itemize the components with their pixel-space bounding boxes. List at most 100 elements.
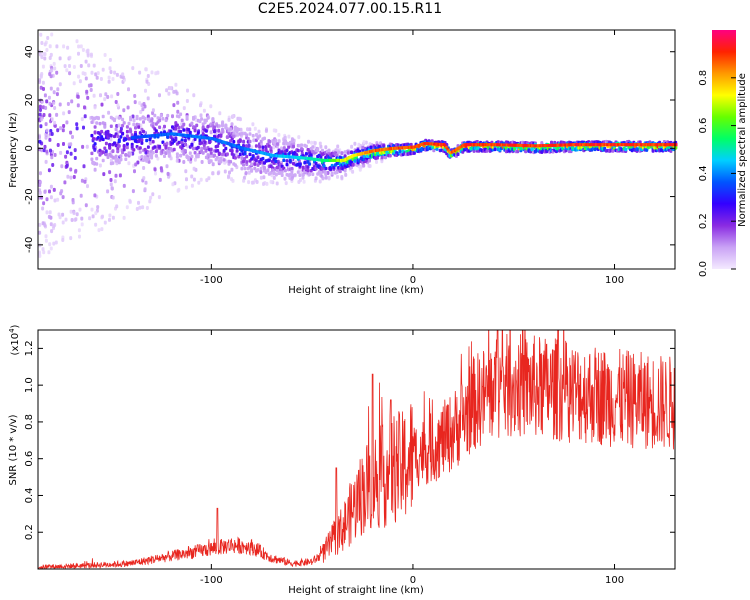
spectrogram-band-cell — [159, 113, 163, 117]
spectrogram-noise-cell — [44, 135, 48, 140]
spectrogram-noise-cell — [52, 187, 56, 192]
spectrogram-band-cell — [117, 144, 121, 148]
spectrogram-noise-cell — [132, 118, 136, 123]
spectrogram-noise-cell — [167, 91, 171, 96]
spectrogram-noise-cell — [68, 55, 72, 60]
spectrogram-band-cell — [275, 142, 279, 146]
spectrogram-band-cell — [101, 150, 105, 154]
spectrogram-band-cell — [292, 161, 295, 166]
spectrogram-noise-cell — [61, 212, 65, 217]
spectrogram-noise-cell — [50, 132, 54, 136]
spectrogram-noise-cell — [44, 159, 48, 164]
spectrogram-noise-cell — [75, 39, 79, 44]
spectrogram-noise-cell — [58, 56, 62, 61]
spectrogram-band-cell — [114, 154, 118, 159]
spectrogram-band-cell — [266, 168, 270, 173]
spectrogram-noise-cell — [128, 199, 132, 204]
spectrogram-band-cell — [121, 132, 125, 136]
spectrogram-noise-cell — [158, 93, 161, 98]
spectrogram-noise-cell — [109, 182, 113, 187]
spectrogram-band-cell — [182, 122, 186, 127]
spectrogram-band-cell — [164, 151, 168, 155]
spectrogram-noise-cell — [234, 152, 238, 156]
spectrogram-noise-cell — [80, 216, 84, 221]
spectrogram-band-cell — [138, 150, 142, 154]
spectrogram-band-cell — [298, 162, 302, 167]
spectrogram-noise-cell — [77, 74, 81, 79]
spectrogram-band-cell — [192, 117, 195, 121]
spectrogram-noise-cell — [55, 70, 59, 75]
spectrogram-band-cell — [119, 135, 123, 139]
spectrogram-noise-cell — [43, 223, 47, 228]
spectrogram-band-cell — [367, 158, 371, 163]
spectrogram-noise-cell — [357, 142, 361, 147]
spectrogram-band-cell — [340, 151, 344, 156]
spectrogram-noise-cell — [80, 178, 84, 183]
spectrogram-band-cell — [193, 151, 197, 155]
spectrogram-noise-cell — [165, 141, 169, 146]
spectrogram-band-cell — [93, 125, 97, 129]
spectrogram-noise-cell — [259, 170, 263, 174]
spectrogram-band-cell — [109, 154, 113, 158]
spectrogram-ridge-cell — [540, 144, 544, 148]
spectrogram-noise-cell — [84, 59, 88, 64]
spectrogram-noise-cell — [362, 140, 366, 145]
spectrogram-ridge-cell — [183, 133, 187, 137]
spectrogram-band-cell — [254, 158, 258, 163]
spectrogram-band-cell — [166, 113, 170, 118]
spectrogram-noise-cell — [51, 163, 55, 167]
spectrogram-noise-cell — [283, 176, 287, 181]
spectrogram-band-cell — [190, 143, 194, 147]
spectrogram-noise-cell — [76, 103, 80, 108]
spectrogram-band-cell — [227, 131, 231, 136]
snr-frame — [37, 329, 676, 570]
spectrogram-noise-cell — [151, 108, 155, 113]
spectrogram-band-cell — [300, 147, 304, 151]
spectrogram-noise-cell — [238, 116, 241, 121]
spectrogram-noise-cell — [151, 192, 155, 197]
spectrogram-noise-cell — [72, 81, 76, 86]
spectrogram-noise-cell — [143, 187, 147, 192]
spectrogram-band-cell — [127, 137, 131, 141]
spectrogram-noise-cell — [69, 130, 73, 135]
spectrogram-noise-cell — [74, 217, 78, 222]
spectrogram-noise-cell — [44, 234, 48, 239]
spectrogram-ridge-cell — [145, 134, 148, 138]
spectrogram-band-cell — [213, 153, 216, 158]
spectrogram-band-cell — [154, 154, 158, 158]
spectrogram-noise-cell — [107, 79, 111, 84]
spectrogram-band-cell — [351, 163, 355, 167]
spectrogram-noise-cell — [82, 164, 86, 169]
spectrogram-noise-cell — [49, 222, 53, 227]
spectrogram-noise-cell — [49, 195, 53, 200]
spectrogram-noise-cell — [138, 101, 142, 106]
spectrogram-band-cell — [140, 138, 144, 142]
spectrogram-band-cell — [269, 146, 273, 150]
spectrogram-noise-cell — [262, 182, 265, 186]
spectrogram-noise-cell — [138, 155, 141, 160]
colorbar-tick-label: 0.0 — [698, 261, 709, 277]
spectrogram-noise-cell — [118, 173, 122, 178]
spectrogram-noise-cell — [41, 80, 45, 85]
spectrogram-band-cell — [129, 129, 133, 133]
spectrogram-noise-cell — [81, 144, 85, 149]
spectrogram-band-cell — [209, 151, 213, 155]
spectrogram-band-cell — [196, 131, 200, 135]
spectrogram-band-cell — [183, 138, 187, 143]
spectrogram-band-cell — [125, 145, 129, 150]
spectrogram-noise-cell — [158, 177, 162, 182]
spectrogram-band-cell — [550, 140, 553, 145]
spectrogram-noise-cell — [44, 106, 48, 110]
spectrogram-noise-cell — [84, 203, 88, 208]
spectrogram-band-cell — [245, 154, 249, 159]
spectrogram-band-cell — [242, 159, 245, 164]
spectrogram-noise-cell — [223, 160, 227, 165]
spectrogram-noise-cell — [39, 171, 42, 176]
spectrogram-noise-cell — [81, 71, 85, 76]
spectrogram-band-cell — [166, 135, 170, 139]
spectrogram-band-cell — [193, 137, 197, 141]
spectrogram-band-cell — [125, 129, 129, 134]
spectrogram-noise-cell — [84, 76, 88, 81]
spectrogram-band-cell — [230, 152, 234, 156]
spectrogram-noise-cell — [122, 183, 126, 188]
